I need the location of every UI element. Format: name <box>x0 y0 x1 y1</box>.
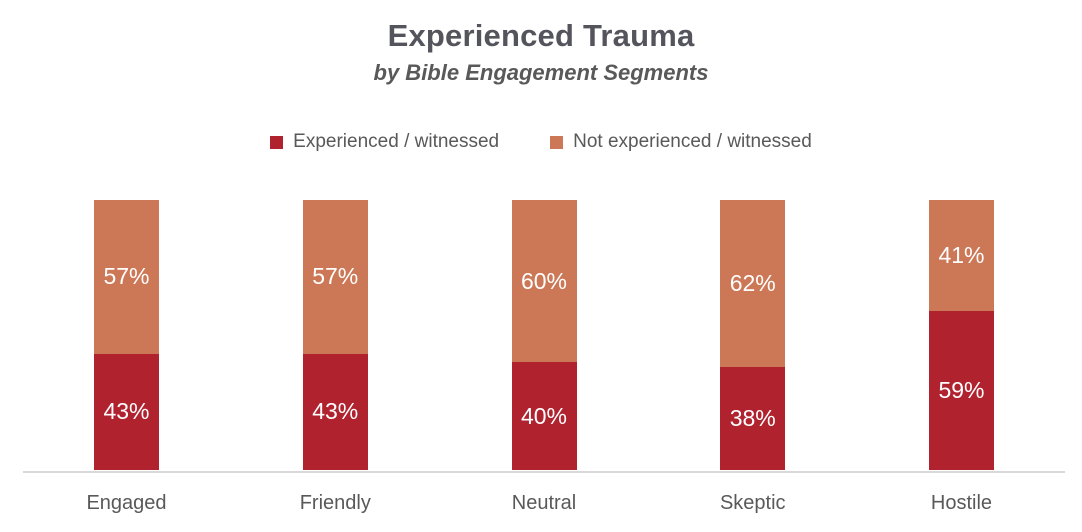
category-friendly: Friendly <box>299 492 371 515</box>
category-skeptic: Skeptic <box>719 492 786 515</box>
legend-label-experienced: Experienced / witnessed <box>293 131 500 152</box>
bar-friendly: 57% 43% <box>302 200 368 470</box>
segment-value-label: 41% <box>938 241 985 268</box>
category-label: Friendly <box>299 492 371 514</box>
segment-value-label: 40% <box>520 402 568 429</box>
category-label: Hostile <box>930 492 993 514</box>
bar-neutral: 60% 40% <box>511 200 577 470</box>
chart-title: Experienced Trauma <box>387 18 695 53</box>
segment-value-label: 59% <box>938 376 985 403</box>
bar-skeptic: 62% 38% <box>720 200 786 470</box>
category-hostile: Hostile <box>929 492 994 515</box>
bar-engaged: 57% 43% <box>94 200 159 470</box>
segment-value-label: 62% <box>729 270 776 297</box>
bar-segment-not-experienced: 41% <box>929 200 994 311</box>
category-engaged: Engaged <box>86 492 166 515</box>
category-neutral: Neutral <box>512 492 577 515</box>
segment-value-label: 43% <box>312 398 359 425</box>
bar-segment-experienced: 40% <box>511 362 577 470</box>
bar-hostile: 41% 59% <box>929 200 994 470</box>
segment-value-label: 57% <box>312 263 359 290</box>
bar-segment-experienced: 43% <box>94 353 159 470</box>
segment-value-label: 57% <box>103 263 150 290</box>
legend-swatch-experienced-icon <box>270 135 284 149</box>
category-row: Engaged Friendly Neutral Skeptic Hostile <box>86 492 994 515</box>
bar-segment-not-experienced: 57% <box>94 200 159 354</box>
legend-swatch-not-experienced-icon <box>550 135 564 149</box>
legend: Experienced / witnessed Not experienced … <box>0 131 1082 153</box>
bars-row: 57% 43% 57% 43% 60% 40% 62% 38% 41% 59% <box>94 200 994 470</box>
segment-value-label: 60% <box>520 267 568 294</box>
category-label: Skeptic <box>719 492 786 514</box>
bar-segment-experienced: 38% <box>720 367 786 470</box>
chart-subtitle: by Bible Engagement Segments <box>373 60 709 85</box>
category-label: Engaged <box>86 492 167 514</box>
legend-item-experienced: Experienced / witnessed <box>270 131 499 153</box>
bar-segment-experienced: 59% <box>929 310 994 470</box>
bar-segment-experienced: 43% <box>302 353 368 470</box>
bar-segment-not-experienced: 60% <box>511 200 577 362</box>
x-axis-line <box>23 471 1065 473</box>
legend-item-not-experienced: Not experienced / witnessed <box>550 131 812 153</box>
bar-segment-not-experienced: 57% <box>302 200 368 354</box>
legend-label-not-experienced: Not experienced / witnessed <box>573 131 812 152</box>
bar-segment-not-experienced: 62% <box>720 200 786 368</box>
segment-value-label: 38% <box>729 405 776 432</box>
category-label: Neutral <box>511 492 577 514</box>
segment-value-label: 43% <box>103 398 150 425</box>
